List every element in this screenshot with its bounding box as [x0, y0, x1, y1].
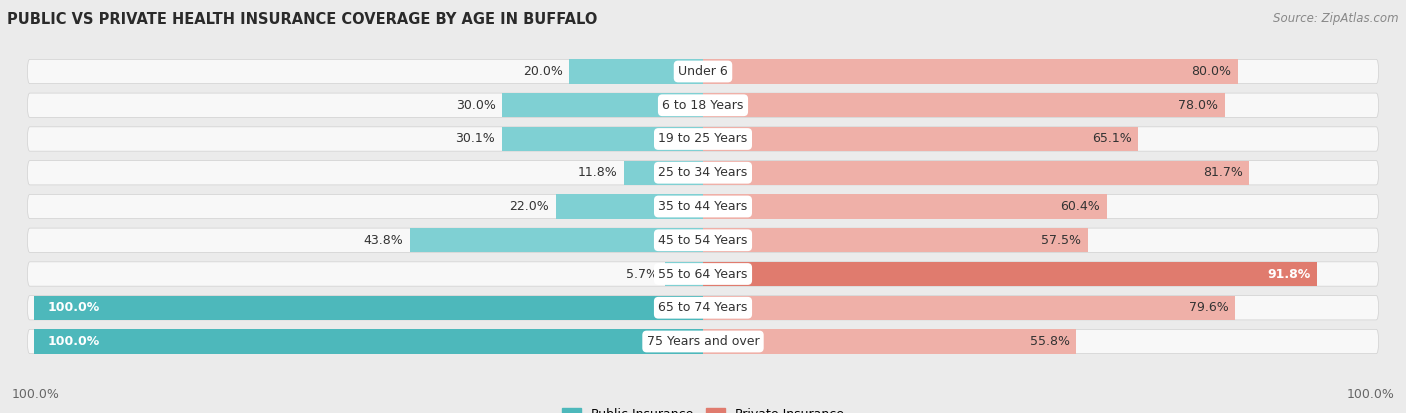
Text: 20.0%: 20.0%	[523, 65, 562, 78]
FancyBboxPatch shape	[28, 262, 1378, 286]
Text: 43.8%: 43.8%	[364, 234, 404, 247]
Text: 100.0%: 100.0%	[48, 301, 100, 314]
Bar	[502, 127, 703, 151]
Bar	[624, 161, 703, 185]
Text: 6 to 18 Years: 6 to 18 Years	[662, 99, 744, 112]
Text: 11.8%: 11.8%	[578, 166, 617, 179]
Text: 80.0%: 80.0%	[1191, 65, 1232, 78]
Text: 55.8%: 55.8%	[1029, 335, 1070, 348]
Bar	[411, 228, 703, 252]
Bar	[34, 296, 703, 320]
FancyBboxPatch shape	[28, 195, 1378, 218]
FancyBboxPatch shape	[28, 59, 1378, 84]
Text: 100.0%: 100.0%	[48, 335, 100, 348]
Text: 5.7%: 5.7%	[626, 268, 658, 280]
Legend: Public Insurance, Private Insurance: Public Insurance, Private Insurance	[557, 403, 849, 413]
Text: 35 to 44 Years: 35 to 44 Years	[658, 200, 748, 213]
Bar	[703, 296, 1236, 320]
Text: 22.0%: 22.0%	[509, 200, 550, 213]
Text: 30.1%: 30.1%	[456, 133, 495, 145]
Bar	[703, 59, 1239, 84]
Text: 75 Years and over: 75 Years and over	[647, 335, 759, 348]
FancyBboxPatch shape	[28, 296, 1378, 320]
Bar	[703, 228, 1088, 252]
Text: Source: ZipAtlas.com: Source: ZipAtlas.com	[1274, 12, 1399, 25]
FancyBboxPatch shape	[28, 93, 1378, 117]
Text: 65.1%: 65.1%	[1092, 133, 1132, 145]
Text: 81.7%: 81.7%	[1204, 166, 1243, 179]
Bar	[703, 93, 1225, 117]
Bar	[703, 329, 1076, 354]
Bar	[34, 329, 703, 354]
Text: 78.0%: 78.0%	[1178, 99, 1218, 112]
Text: 55 to 64 Years: 55 to 64 Years	[658, 268, 748, 280]
FancyBboxPatch shape	[28, 161, 1378, 185]
FancyBboxPatch shape	[28, 329, 1378, 354]
Text: 91.8%: 91.8%	[1267, 268, 1310, 280]
Bar	[703, 127, 1139, 151]
Text: 30.0%: 30.0%	[456, 99, 496, 112]
Bar	[703, 262, 1317, 286]
Text: 65 to 74 Years: 65 to 74 Years	[658, 301, 748, 314]
Bar	[703, 161, 1250, 185]
Text: 60.4%: 60.4%	[1060, 200, 1101, 213]
Bar	[703, 195, 1107, 218]
Text: 57.5%: 57.5%	[1040, 234, 1081, 247]
Text: 100.0%: 100.0%	[1347, 388, 1395, 401]
Text: 25 to 34 Years: 25 to 34 Years	[658, 166, 748, 179]
Bar	[555, 195, 703, 218]
Text: Under 6: Under 6	[678, 65, 728, 78]
Text: 100.0%: 100.0%	[11, 388, 59, 401]
Text: 79.6%: 79.6%	[1189, 301, 1229, 314]
Text: 45 to 54 Years: 45 to 54 Years	[658, 234, 748, 247]
FancyBboxPatch shape	[28, 127, 1378, 151]
Bar	[569, 59, 703, 84]
Bar	[665, 262, 703, 286]
Text: PUBLIC VS PRIVATE HEALTH INSURANCE COVERAGE BY AGE IN BUFFALO: PUBLIC VS PRIVATE HEALTH INSURANCE COVER…	[7, 12, 598, 27]
Text: 19 to 25 Years: 19 to 25 Years	[658, 133, 748, 145]
FancyBboxPatch shape	[28, 228, 1378, 252]
Bar	[502, 93, 703, 117]
